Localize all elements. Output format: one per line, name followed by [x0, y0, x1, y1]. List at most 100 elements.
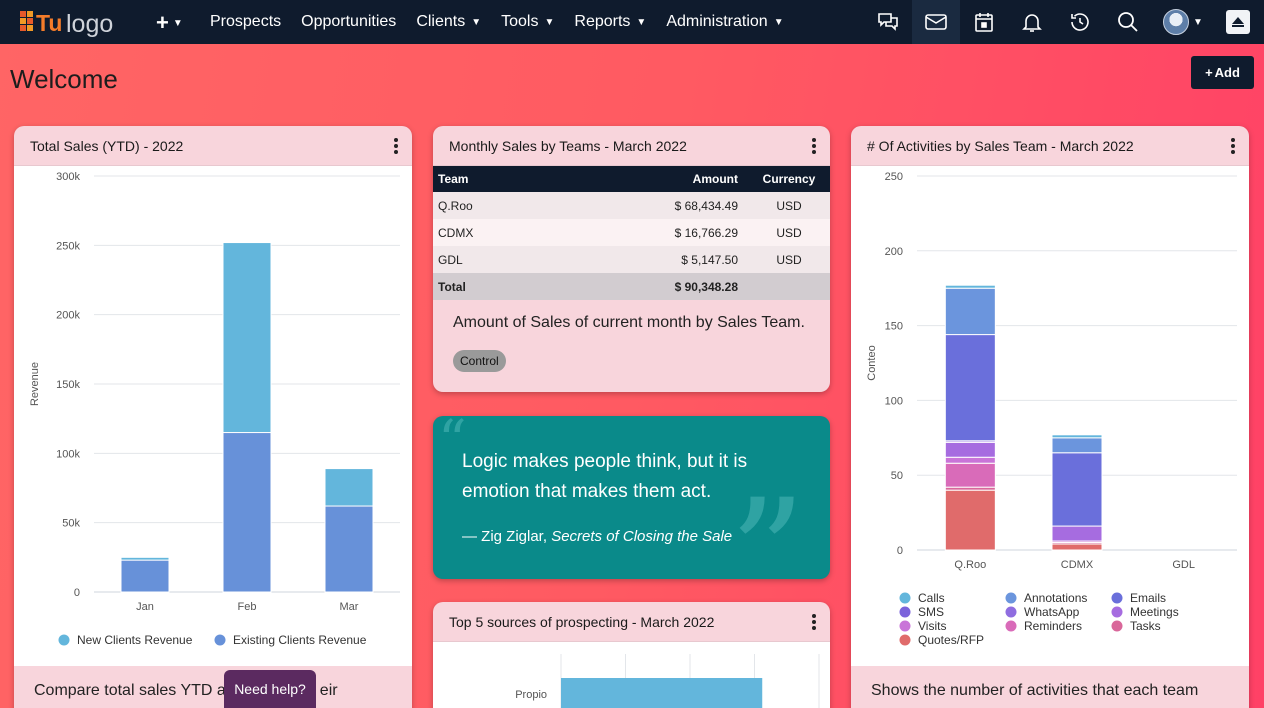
y-tick-label: 200k [56, 310, 80, 322]
bar-segment [324, 468, 374, 507]
y-tick-label: 250k [56, 240, 80, 252]
column-header-currency[interactable]: Currency [748, 166, 830, 192]
kebab-menu-icon[interactable] [812, 614, 816, 632]
need-help-button[interactable]: Need help? [224, 670, 316, 708]
legend-swatch [899, 592, 911, 604]
legend-swatch [214, 634, 226, 646]
history-icon[interactable] [1056, 0, 1104, 44]
team-cell: CDMX [433, 219, 549, 246]
bar-segment [1051, 525, 1103, 542]
x-tick-label: Q.Roo [954, 559, 986, 571]
chevron-down-icon: ▼ [544, 16, 555, 28]
legend-swatch [1005, 592, 1017, 604]
total-label: Total [433, 273, 549, 300]
calendar-icon[interactable] [960, 0, 1008, 44]
sales-chart-area: 0 50k 100k 150k 200k 250k 300k Revenue Jan Feb Mar… [14, 166, 412, 666]
app-logo[interactable]: Tu logo [20, 8, 136, 38]
x-tick-label: Jan [136, 601, 154, 613]
search-icon[interactable] [1104, 0, 1152, 44]
y-tick-label: 100 [885, 395, 903, 407]
y-tick-label: 100k [56, 448, 80, 460]
card-header: Total Sales (YTD) - 2022 [14, 126, 412, 166]
quote-author: — Zig Ziglar, Secrets of Closing the Sal… [462, 528, 732, 545]
kebab-menu-icon[interactable] [812, 138, 816, 156]
card-footer: Compare total sales YTD a eir [14, 682, 412, 700]
chat-icon[interactable] [864, 0, 912, 44]
nav-item-label: Prospects [210, 13, 282, 30]
x-tick-label: Mar [340, 601, 359, 613]
table-row: GDL $ 5,147.50 USD [433, 246, 830, 273]
nav-item-label: Clients [416, 13, 466, 30]
nav-item-clients[interactable]: Clients ▼ [416, 13, 481, 31]
quote-text: Logic makes people think, but it is emot… [462, 451, 748, 502]
bar-segment [120, 556, 170, 561]
y-tick-label: Propio [515, 689, 547, 701]
nav-item-opportunities[interactable]: Opportunities [301, 13, 396, 31]
bar-segment [944, 287, 996, 336]
add-widget-button[interactable]: + Add [1191, 56, 1254, 89]
card-title: Total Sales (YTD) - 2022 [30, 137, 184, 154]
kebab-menu-icon[interactable] [1231, 138, 1235, 156]
nav-item-administration[interactable]: Administration ▼ [666, 13, 783, 31]
nav-item-tools[interactable]: Tools ▼ [501, 13, 554, 31]
bell-icon[interactable] [1008, 0, 1056, 44]
nav-item-label: Reports [574, 13, 631, 30]
bar-segment [944, 489, 996, 551]
legend-swatch [899, 606, 911, 618]
team-cell: Q.Roo [433, 192, 549, 219]
tag-chip[interactable]: Control [453, 350, 506, 372]
mail-icon[interactable] [912, 0, 960, 44]
prospecting-sources-card: Top 5 sources of prospecting - March 202… [433, 602, 830, 708]
total-currency [748, 273, 830, 300]
bar-segment [222, 432, 272, 593]
quote-source: Secrets of Closing the Sale [551, 528, 733, 545]
prospect-chart: Propio [515, 654, 820, 708]
nav-item-label: Tools [501, 13, 539, 30]
column-header-team[interactable]: Team [433, 166, 549, 192]
activities-chart: 0 50 100 150 200 250 Conteo Q.Roo CDMX GDL Calls An… [866, 171, 1237, 647]
bar-segment [944, 456, 996, 464]
total-amount: $ 90,348.28 [548, 273, 748, 300]
sales-teams-table: Team Amount Currency Q.Roo $ 68,434.49 U… [433, 166, 830, 300]
quote-card: “ ” Logic makes people think, but it is … [433, 416, 830, 579]
y-tick-label: 150k [56, 379, 80, 391]
legend-label: New Clients Revenue [77, 633, 193, 647]
legend-label: Existing Clients Revenue [233, 633, 367, 647]
card-description: Amount of Sales of current month by Sale… [453, 314, 805, 331]
quote-author-name: — Zig Ziglar, [462, 528, 552, 545]
legend-label: Annotations [1024, 591, 1087, 605]
collapse-header-button[interactable] [1214, 0, 1262, 44]
legend-label: SMS [918, 605, 944, 619]
page-title: Welcome [10, 64, 118, 94]
monthly-sales-teams-card: Monthly Sales by Teams - March 2022 Team… [433, 126, 830, 392]
currency-cell: USD [748, 192, 830, 219]
chevron-down-icon: ▼ [471, 16, 482, 28]
table-row: Q.Roo $ 68,434.49 USD [433, 192, 830, 219]
nav-item-label: Administration [666, 13, 768, 30]
top-navbar: Tu logo + ▼ Prospects Opportunities Client… [0, 0, 1264, 44]
card-footer-text-tail: eir [319, 682, 338, 699]
bar-segment [1051, 437, 1103, 454]
legend-label: Calls [918, 591, 945, 605]
nav-item-reports[interactable]: Reports ▼ [574, 13, 646, 31]
bar-segment [120, 559, 170, 593]
kebab-menu-icon[interactable] [394, 138, 398, 156]
quick-add-menu[interactable]: + ▼ [156, 10, 183, 36]
activities-chart-area: 0 50 100 150 200 250 Conteo Q.Roo CDMX GDL Calls An… [851, 166, 1249, 666]
total-sales-card: Total Sales (YTD) - 2022 0 50k 100k 150k 200… [14, 126, 412, 708]
x-tick-label: GDL [1172, 559, 1195, 571]
y-tick-label: 300k [56, 171, 80, 183]
nav-item-prospects[interactable]: Prospects [210, 13, 281, 31]
card-footer-text: Compare total sales YTD a [34, 682, 226, 699]
activities-card: # Of Activities by Sales Team - March 20… [851, 126, 1249, 708]
prospect-chart-area: Propio [433, 642, 830, 708]
open-quote-icon: “ [438, 416, 467, 474]
card-title: Top 5 sources of prospecting - March 202… [449, 613, 715, 630]
plus-icon: + [1205, 65, 1213, 80]
column-header-amount[interactable]: Amount [548, 166, 748, 192]
user-menu[interactable]: ▼ [1152, 0, 1214, 44]
y-tick-label: 0 [897, 545, 903, 557]
team-cell: GDL [433, 246, 549, 273]
logo-text: logo [66, 10, 113, 38]
sales-chart: 0 50k 100k 150k 200k 250k 300k Revenue Jan Feb Mar… [29, 171, 400, 647]
